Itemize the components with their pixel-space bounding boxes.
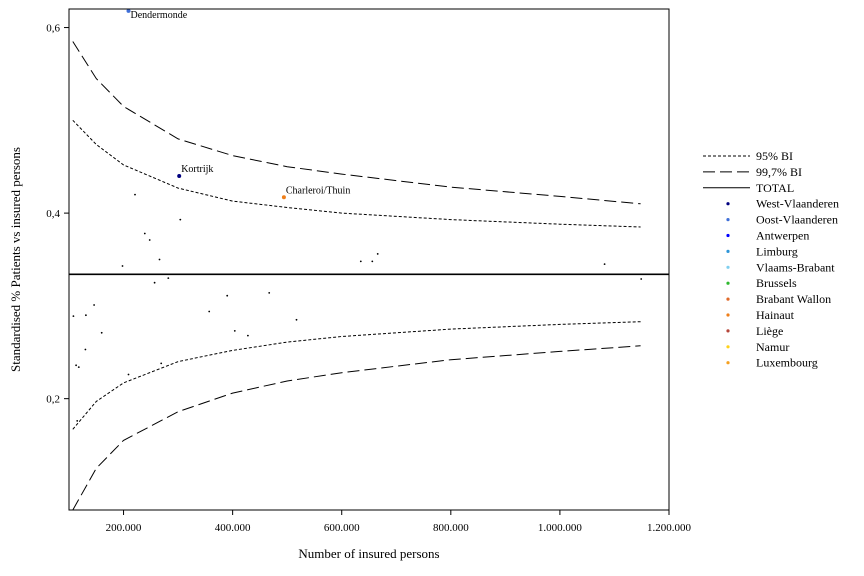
- x-axis-title: Number of insured persons: [298, 546, 439, 561]
- plot-frame: [68, 8, 670, 511]
- data-point: [84, 348, 87, 351]
- data-point: [233, 330, 236, 332]
- y-tick-label: 0,2: [46, 394, 60, 406]
- legend-label: Limburg: [756, 244, 798, 258]
- band-dotted-lower: [72, 321, 641, 430]
- band-dotted-upper: [72, 119, 641, 228]
- legend-label: West-Vlaanderen: [756, 197, 839, 211]
- y-tick-label: 0,4: [46, 208, 60, 220]
- data-point: [295, 318, 298, 321]
- legend-label: 99,7% BI: [756, 165, 802, 179]
- legend-label: Luxembourg: [756, 356, 818, 370]
- legend-label: TOTAL: [756, 181, 794, 195]
- legend-marker: [726, 329, 730, 333]
- x-tick-label: 1.200.000: [647, 522, 692, 534]
- data-point: [359, 260, 362, 263]
- y-tick-label: 0,6: [46, 23, 60, 35]
- x-tick-label: 800.000: [433, 522, 469, 534]
- legend-marker: [726, 233, 730, 238]
- legend-marker: [726, 218, 730, 222]
- data-point: [247, 334, 249, 337]
- data-point: [153, 281, 156, 284]
- point-label: Dendermonde: [131, 10, 188, 21]
- x-tick-label: 200.000: [106, 522, 142, 534]
- legend: 95% BI 99,7% BI TOTAL West-Vlaanderen Oost-V…: [703, 149, 839, 370]
- x-tick-label: 1.000.000: [538, 522, 583, 534]
- legend-label: Vlaams-Brabant: [756, 260, 835, 274]
- data-point: [160, 362, 163, 365]
- data-point: [226, 294, 229, 297]
- y-axis-title: Standardised % Patients vs insured perso…: [8, 147, 23, 372]
- data-point: [148, 239, 151, 241]
- data-point: [143, 232, 146, 235]
- band-dashed-lower: [72, 345, 641, 511]
- point-annotations: Dendermonde Kortrijk Charleroi/Thuin: [131, 10, 351, 196]
- x-tick-label: 600.000: [324, 522, 360, 534]
- legend-label: Antwerpen: [756, 229, 809, 243]
- data-points: [72, 8, 643, 422]
- legend-marker: [726, 281, 730, 285]
- y-axis: 0,2 0,4 0,6: [46, 23, 69, 406]
- x-tick-label: 400.000: [215, 522, 251, 534]
- data-point: [127, 373, 130, 376]
- legend-label: Brussels: [756, 276, 797, 290]
- data-point: [134, 193, 136, 196]
- data-point: [268, 292, 271, 294]
- legend-marker: [726, 265, 730, 269]
- data-point: [85, 314, 87, 317]
- data-point: [640, 278, 643, 280]
- data-point: [158, 258, 161, 261]
- data-point: [167, 277, 170, 279]
- data-point: [77, 366, 80, 368]
- legend-marker: [726, 249, 730, 253]
- data-point: [76, 420, 79, 422]
- legend-marker: [726, 297, 730, 301]
- data-point: [93, 304, 95, 306]
- legend-marker: [726, 313, 730, 317]
- legend-label: Namur: [756, 340, 789, 354]
- data-point: [75, 364, 77, 367]
- data-point: [100, 331, 103, 334]
- legend-label: Oost-Vlaanderen: [756, 213, 838, 227]
- data-point: [371, 260, 374, 263]
- legend-label: Brabant Wallon: [756, 292, 831, 306]
- data-point: [376, 253, 379, 255]
- legend-marker: [726, 361, 730, 365]
- legend-marker: [726, 345, 730, 349]
- legend-label: Hainaut: [756, 308, 795, 322]
- point-label: Charleroi/Thuin: [286, 185, 350, 196]
- legend-label: 95% BI: [756, 149, 793, 163]
- data-point: [603, 263, 606, 265]
- legend-marker: [726, 202, 730, 206]
- data-point: [72, 315, 75, 317]
- highlighted-point: [177, 174, 182, 178]
- band-dashed-upper: [72, 41, 641, 205]
- point-label: Kortrijk: [181, 164, 213, 175]
- data-point: [208, 310, 211, 313]
- data-point: [121, 265, 124, 267]
- highlighted-point: [126, 8, 131, 13]
- data-point: [179, 218, 182, 221]
- highlighted-point: [281, 195, 286, 200]
- legend-label: Liège: [756, 324, 783, 338]
- confidence-bands: [72, 41, 641, 511]
- x-axis: 200.000 400.000 600.000 800.000 1.000.000 1.2…: [106, 510, 692, 534]
